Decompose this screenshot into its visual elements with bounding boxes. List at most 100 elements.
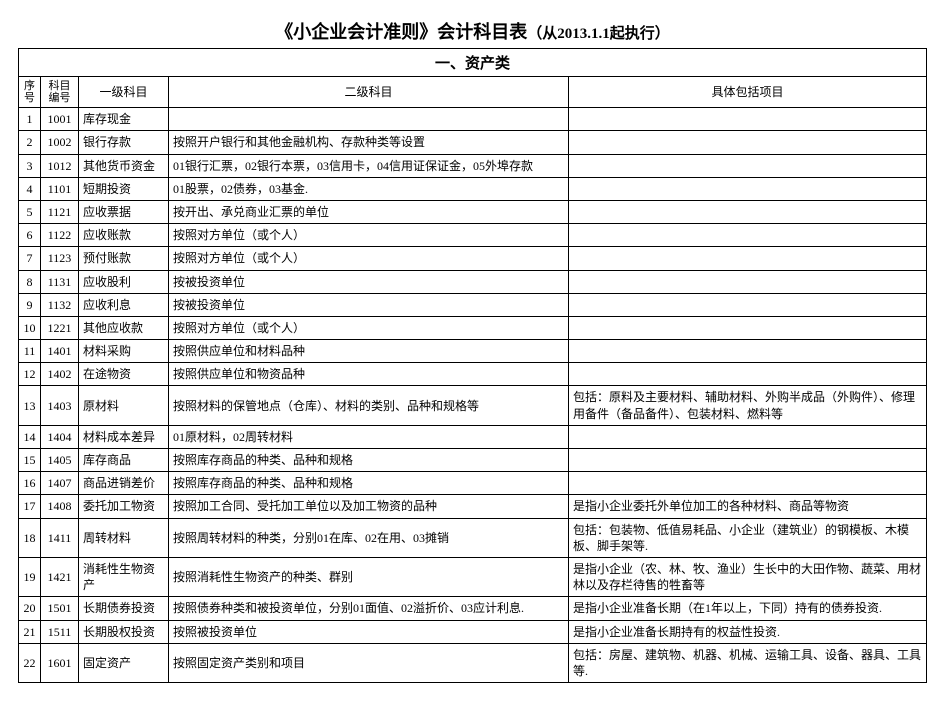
table-row: 201501长期债券投资按照债券种类和被投资单位，分别01面值、02溢折价、03… <box>19 597 927 620</box>
table-row: 131403原材料按照材料的保管地点（仓库）、材料的类别、品种和规格等包括：原料… <box>19 386 927 425</box>
cell-level2: 01原材料，02周转材料 <box>169 425 569 448</box>
cell-seq: 16 <box>19 472 41 495</box>
table-row: 161407商品进销差价按照库存商品的种类、品种和规格 <box>19 472 927 495</box>
cell-level1: 应收利息 <box>79 293 169 316</box>
cell-level1: 长期债券投资 <box>79 597 169 620</box>
cell-detail <box>569 340 927 363</box>
section-header: 一、资产类 <box>18 48 927 76</box>
cell-level2: 按被投资单位 <box>169 293 569 316</box>
cell-detail <box>569 425 927 448</box>
cell-code: 1402 <box>41 363 79 386</box>
cell-detail <box>569 108 927 131</box>
cell-level2: 按照对方单位（或个人） <box>169 247 569 270</box>
table-row: 81131应收股利按被投资单位 <box>19 270 927 293</box>
col-header-detail: 具体包括项目 <box>569 77 927 108</box>
cell-level1: 应收股利 <box>79 270 169 293</box>
cell-seq: 6 <box>19 224 41 247</box>
cell-level1: 固定资产 <box>79 643 169 682</box>
cell-code: 1405 <box>41 449 79 472</box>
cell-code: 1408 <box>41 495 79 518</box>
cell-detail: 是指小企业（农、林、牧、渔业）生长中的大田作物、蔬菜、用材林以及存栏待售的牲畜等 <box>569 557 927 596</box>
table-row: 11001库存现金 <box>19 108 927 131</box>
cell-seq: 20 <box>19 597 41 620</box>
table-row: 91132应收利息按被投资单位 <box>19 293 927 316</box>
cell-code: 1123 <box>41 247 79 270</box>
cell-level1: 材料成本差异 <box>79 425 169 448</box>
table-row: 71123预付账款按照对方单位（或个人） <box>19 247 927 270</box>
cell-code: 1404 <box>41 425 79 448</box>
cell-level2: 按照债券种类和被投资单位，分别01面值、02溢折价、03应计利息. <box>169 597 569 620</box>
cell-seq: 7 <box>19 247 41 270</box>
accounts-table: 序号 科目编号 一级科目 二级科目 具体包括项目 11001库存现金21002银… <box>18 76 927 683</box>
table-body: 11001库存现金21002银行存款按照开户银行和其他金融机构、存款种类等设置3… <box>19 108 927 683</box>
cell-level1: 长期股权投资 <box>79 620 169 643</box>
cell-code: 1002 <box>41 131 79 154</box>
table-row: 181411周转材料按照周转材料的种类，分别01在库、02在用、03摊销包括：包… <box>19 518 927 557</box>
table-row: 121402在途物资按照供应单位和物资品种 <box>19 363 927 386</box>
cell-detail <box>569 247 927 270</box>
cell-seq: 19 <box>19 557 41 596</box>
cell-seq: 1 <box>19 108 41 131</box>
table-row: 141404材料成本差异01原材料，02周转材料 <box>19 425 927 448</box>
cell-detail: 包括：包装物、低值易耗品、小企业（建筑业）的钢模板、木模板、脚手架等. <box>569 518 927 557</box>
cell-detail <box>569 363 927 386</box>
cell-level2: 按照供应单位和物资品种 <box>169 363 569 386</box>
cell-detail: 是指小企业委托外单位加工的各种材料、商品等物资 <box>569 495 927 518</box>
cell-code: 1122 <box>41 224 79 247</box>
cell-detail: 包括：原料及主要材料、辅助材料、外购半成品（外购件）、修理用备件（备品备件）、包… <box>569 386 927 425</box>
cell-level1: 预付账款 <box>79 247 169 270</box>
table-header-row: 序号 科目编号 一级科目 二级科目 具体包括项目 <box>19 77 927 108</box>
col-header-code: 科目编号 <box>41 77 79 108</box>
cell-level2: 按照对方单位（或个人） <box>169 224 569 247</box>
table-row: 221601固定资产按照固定资产类别和项目包括：房屋、建筑物、机器、机械、运输工… <box>19 643 927 682</box>
cell-level1: 商品进销差价 <box>79 472 169 495</box>
table-row: 31012其他货币资金01银行汇票，02银行本票，03信用卡，04信用证保证金，… <box>19 154 927 177</box>
table-row: 171408委托加工物资按照加工合同、受托加工单位以及加工物资的品种是指小企业委… <box>19 495 927 518</box>
cell-code: 1101 <box>41 177 79 200</box>
cell-code: 1421 <box>41 557 79 596</box>
cell-level1: 其他货币资金 <box>79 154 169 177</box>
table-row: 191421消耗性生物资产按照消耗性生物资产的种类、群别是指小企业（农、林、牧、… <box>19 557 927 596</box>
table-row: 111401材料采购按照供应单位和材料品种 <box>19 340 927 363</box>
table-row: 101221其他应收款按照对方单位（或个人） <box>19 316 927 339</box>
cell-detail: 是指小企业准备长期（在1年以上，下同）持有的债券投资. <box>569 597 927 620</box>
cell-detail <box>569 177 927 200</box>
cell-seq: 17 <box>19 495 41 518</box>
cell-code: 1407 <box>41 472 79 495</box>
cell-level2: 按照周转材料的种类，分别01在库、02在用、03摊销 <box>169 518 569 557</box>
cell-level2: 按照对方单位（或个人） <box>169 316 569 339</box>
table-row: 151405库存商品按照库存商品的种类、品种和规格 <box>19 449 927 472</box>
table-row: 61122应收账款按照对方单位（或个人） <box>19 224 927 247</box>
cell-code: 1411 <box>41 518 79 557</box>
cell-level1: 库存商品 <box>79 449 169 472</box>
cell-code: 1121 <box>41 200 79 223</box>
cell-seq: 8 <box>19 270 41 293</box>
cell-seq: 12 <box>19 363 41 386</box>
cell-detail <box>569 449 927 472</box>
cell-level2: 按照固定资产类别和项目 <box>169 643 569 682</box>
cell-seq: 4 <box>19 177 41 200</box>
cell-code: 1012 <box>41 154 79 177</box>
cell-level1: 消耗性生物资产 <box>79 557 169 596</box>
cell-seq: 18 <box>19 518 41 557</box>
cell-level2: 01股票，02债券，03基金. <box>169 177 569 200</box>
cell-level2: 按照供应单位和材料品种 <box>169 340 569 363</box>
cell-code: 1511 <box>41 620 79 643</box>
cell-code: 1401 <box>41 340 79 363</box>
cell-level1: 应收票据 <box>79 200 169 223</box>
cell-level1: 委托加工物资 <box>79 495 169 518</box>
col-header-seq: 序号 <box>19 77 41 108</box>
cell-level1: 材料采购 <box>79 340 169 363</box>
cell-seq: 13 <box>19 386 41 425</box>
cell-code: 1132 <box>41 293 79 316</box>
col-header-level1: 一级科目 <box>79 77 169 108</box>
cell-detail <box>569 293 927 316</box>
cell-level2: 01银行汇票，02银行本票，03信用卡，04信用证保证金，05外埠存款 <box>169 154 569 177</box>
cell-level2: 按被投资单位 <box>169 270 569 293</box>
table-row: 211511长期股权投资按照被投资单位是指小企业准备长期持有的权益性投资. <box>19 620 927 643</box>
cell-seq: 10 <box>19 316 41 339</box>
col-header-level2: 二级科目 <box>169 77 569 108</box>
page-title: 《小企业会计准则》会计科目表（从2013.1.1起执行） <box>18 18 927 44</box>
title-main: 《小企业会计准则》会计科目表 <box>275 22 527 42</box>
cell-code: 1131 <box>41 270 79 293</box>
